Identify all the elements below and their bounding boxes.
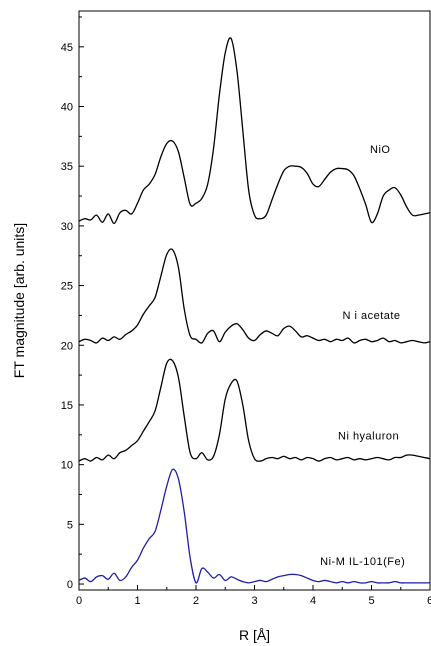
y-tick-label: 0: [67, 579, 73, 591]
x-tick-label: 0: [76, 595, 82, 607]
x-tick-label: 6: [427, 595, 431, 607]
plot-frame: [78, 10, 431, 591]
y-tick-label: 40: [61, 102, 73, 114]
y-tick-label: 25: [61, 281, 73, 293]
x-tick-label: 1: [134, 595, 140, 607]
series-line-2: [78, 358, 431, 462]
x-tick-label: 3: [251, 595, 257, 607]
x-tick-label: 5: [368, 595, 374, 607]
series-lines: [78, 37, 431, 584]
y-tick-label: 15: [61, 400, 73, 412]
series-line-3: [78, 468, 430, 584]
series-labels: NiO N i acetate Ni hyaluron Ni-M IL-101(Fe): [320, 144, 405, 568]
x-tick-label: 2: [193, 595, 199, 607]
y-axis: 0 5 10 15 20 25 30 35 40 45: [61, 16, 84, 591]
series-label-0: NiO: [370, 144, 390, 156]
series-label-2: Ni hyaluron: [338, 431, 399, 443]
y-tick-label: 10: [61, 460, 73, 472]
y-axis-title: FT magnitude [arb. units]: [11, 223, 27, 378]
x-axis-title: R [Å]: [239, 627, 270, 643]
x-tick-label: 4: [310, 595, 316, 607]
y-tick-label: 35: [61, 161, 73, 173]
series-line-0: [78, 37, 431, 225]
y-tick-label: 45: [61, 42, 73, 54]
series-label-1: N i acetate: [342, 310, 400, 322]
plot-area: [78, 10, 431, 591]
y-tick-label: 30: [61, 221, 73, 233]
y-tick-label: 20: [61, 340, 73, 352]
series-line-1: [78, 248, 431, 344]
series-label-3: Ni-M IL-101(Fe): [320, 556, 405, 568]
x-axis: 0 1 2 3 4 5 6: [76, 585, 431, 607]
y-tick-label: 5: [67, 519, 73, 531]
